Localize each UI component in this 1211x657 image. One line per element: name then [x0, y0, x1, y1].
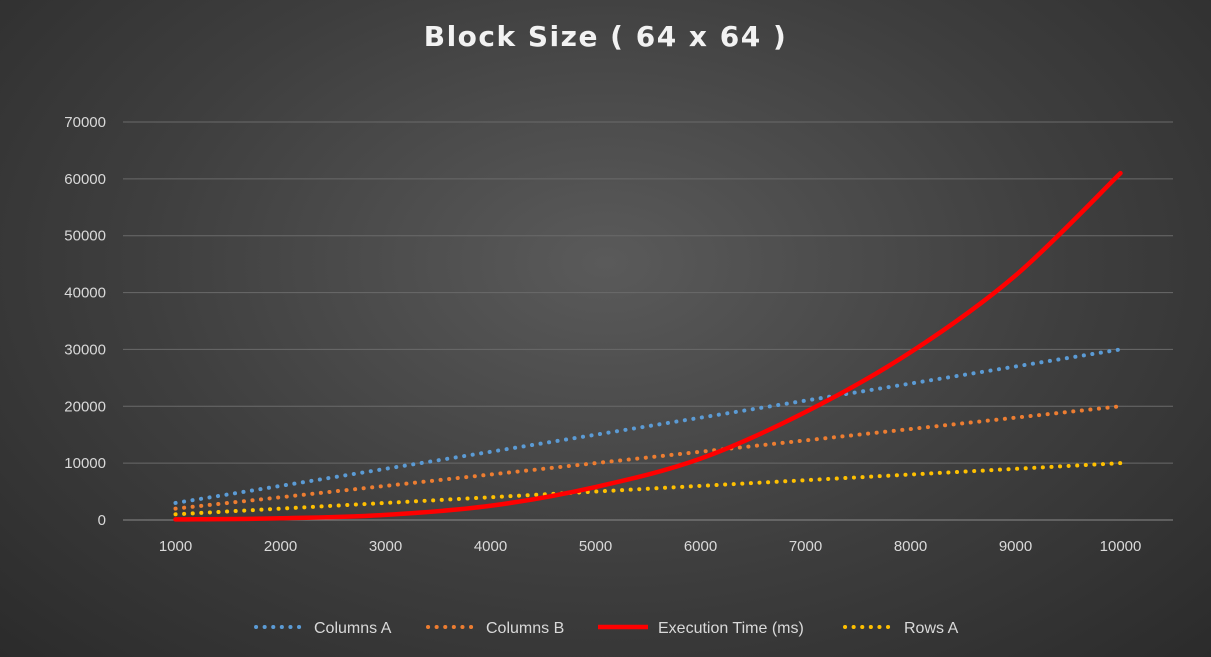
series-line-execution-time	[173, 170, 1123, 522]
series-line-columns-b	[173, 404, 1123, 511]
x-tick-label: 4000	[474, 538, 507, 555]
series-line-rows-a	[173, 461, 1123, 517]
y-tick-label: 70000	[64, 114, 106, 131]
chart-title: Block Size ( 64 x 64 )	[423, 20, 788, 53]
y-tick-label: 10000	[64, 455, 106, 472]
x-tick-label: 1000	[159, 538, 192, 555]
x-tick-label: 10000	[1100, 538, 1142, 555]
x-tick-label: 5000	[579, 538, 612, 555]
y-tick-label: 0	[98, 512, 106, 529]
y-tick-label: 50000	[64, 228, 106, 245]
x-tick-label: 8000	[894, 538, 927, 555]
y-tick-label: 60000	[64, 171, 106, 188]
legend-label-columns-b: Columns B	[486, 620, 564, 637]
y-tick-label: 40000	[64, 285, 106, 302]
x-tick-label: 9000	[999, 538, 1032, 555]
legend-label-execution-time-ms-: Execution Time (ms)	[658, 620, 804, 637]
x-tick-label: 3000	[369, 538, 402, 555]
x-tick-label: 7000	[789, 538, 822, 555]
y-tick-label: 30000	[64, 341, 106, 358]
series-line-columns-a	[173, 347, 1123, 505]
x-tick-label: 2000	[264, 538, 297, 555]
y-tick-label: 20000	[64, 398, 106, 415]
legend-label-columns-a: Columns A	[314, 620, 392, 637]
legend-label-rows-a: Rows A	[904, 620, 959, 637]
x-tick-label: 6000	[684, 538, 717, 555]
